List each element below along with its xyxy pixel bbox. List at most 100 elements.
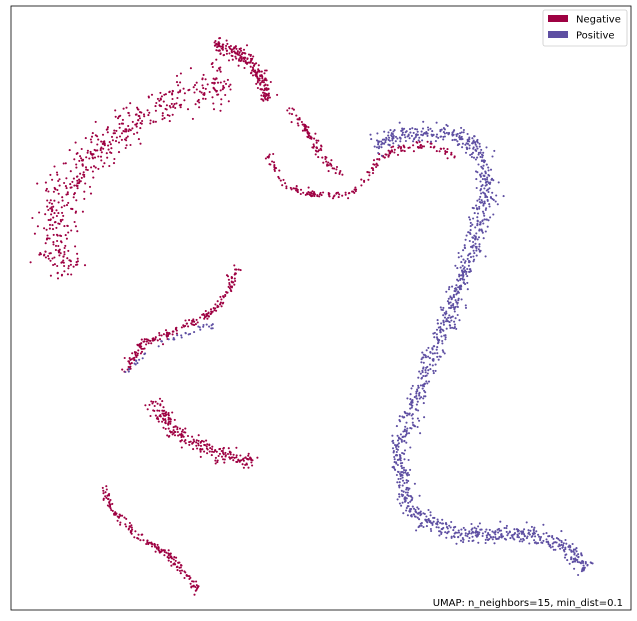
point-positive [568,562,571,565]
point-negative [139,343,142,346]
point-negative [235,460,238,463]
point-positive [533,541,536,544]
point-negative [117,151,121,154]
point-negative [74,245,77,248]
point-negative [272,161,276,164]
point-negative [133,356,136,359]
point-positive [484,530,487,533]
point-negative [302,191,305,194]
point-negative [188,575,191,578]
point-negative [230,276,233,279]
point-positive [410,515,413,518]
point-negative [147,114,150,117]
point-positive [388,136,391,139]
point-negative [51,228,55,231]
point-positive [459,266,462,269]
point-negative [213,309,216,312]
point-negative [86,149,89,152]
point-negative [107,498,110,501]
point-positive [444,320,448,323]
point-negative [263,92,266,95]
point-positive [457,529,460,532]
point-positive [483,214,486,217]
point-positive [138,358,141,361]
point-negative [198,90,201,93]
point-positive [516,535,519,539]
point-positive [475,204,478,207]
point-negative [263,96,266,99]
point-positive [440,528,443,531]
point-positive [429,351,432,354]
point-negative [49,199,52,202]
point-negative [330,159,333,162]
point-positive [469,221,472,224]
point-positive [433,516,436,519]
point-negative [85,168,88,171]
point-positive [469,153,472,157]
point-positive [400,504,403,507]
point-negative [245,62,249,65]
point-negative [133,358,136,362]
point-negative [219,109,222,112]
point-positive [199,328,202,331]
point-negative [262,91,265,94]
point-negative [211,310,214,313]
point-negative [176,430,179,434]
point-positive [457,291,460,294]
point-negative [226,291,229,294]
point-positive [395,447,398,451]
point-positive [403,500,407,503]
point-negative [93,156,97,159]
point-negative [196,587,199,590]
point-positive [443,334,446,337]
point-positive [464,532,467,535]
point-negative [182,87,185,90]
point-positive [458,319,461,322]
point-positive [468,268,471,271]
point-positive [463,278,466,281]
point-positive [419,510,422,513]
point-negative [61,211,64,214]
point-positive [462,128,465,132]
point-negative [251,464,254,467]
point-positive [144,352,147,355]
point-negative [154,400,157,403]
point-negative [66,257,69,260]
point-positive [437,340,440,344]
point-positive [487,173,490,176]
point-negative [158,338,162,341]
point-negative [173,430,176,433]
point-negative [239,54,242,57]
point-positive [380,140,383,143]
point-positive [402,430,405,433]
point-negative [172,558,175,561]
point-positive [478,245,481,248]
point-negative [154,337,157,341]
point-positive [484,255,487,258]
point-negative [353,188,356,191]
point-negative [244,456,247,459]
point-positive [469,229,472,232]
point-negative [217,41,220,44]
point-positive [436,322,439,325]
point-positive [432,369,435,372]
point-positive [439,135,442,138]
point-negative [228,456,231,459]
point-negative [189,576,192,579]
point-positive [447,297,450,300]
point-positive [404,471,407,474]
point-positive [418,370,421,373]
point-negative [182,325,186,328]
point-positive [457,143,460,146]
point-positive [464,143,467,146]
point-negative [47,257,50,260]
point-positive [448,314,451,317]
point-negative [197,98,200,101]
point-positive [417,139,420,142]
point-positive [431,359,434,362]
point-positive [418,518,421,521]
point-negative [109,498,112,502]
point-negative [220,298,223,301]
point-positive [480,185,483,188]
point-positive [448,524,451,527]
